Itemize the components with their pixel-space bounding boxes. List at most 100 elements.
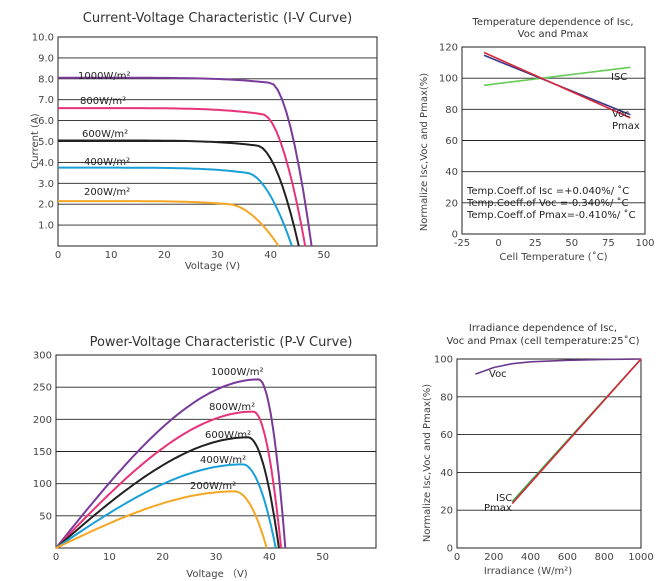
temperature-chart: Temperature dependence of Isc,Voc and Pm… [419,17,655,263]
pv-series-label: 400W/m² [200,455,246,466]
iv-x-tick: 50 [317,250,330,261]
pv-y-tick: 50 [39,511,52,522]
irr-y-label: Normalize Isc,Voc and Pmax(%) [422,384,433,542]
iv-series-line [58,200,280,247]
temp-plot-frame [461,46,646,235]
irr-x-tick: 400 [521,552,540,563]
temp-y-tick: 40 [445,167,458,178]
irr-x-tick: 0 [454,552,460,563]
irr-x-tick: 200 [484,552,503,563]
pv-chart: Power-Voltage Characteristic (P-V Curve)… [33,335,377,580]
iv-series-line [58,139,300,247]
temp-y-tick: 20 [445,198,458,209]
pv-x-tick: 50 [316,552,329,563]
pv-series-line [55,378,287,549]
irr-series-label: Voc [489,369,507,380]
temp-x-tick: 0 [495,238,501,249]
temp-x-label: Cell Temperature (˚C) [499,251,607,263]
irr-y-tick: 40 [440,468,453,479]
pv-x-tick: 40 [263,552,276,563]
pv-title: Power-Voltage Characteristic (P-V Curve) [90,335,353,350]
temp-series-label: ISC [611,72,627,83]
iv-x-tick: 30 [211,250,224,261]
pv-x-label: Voltage （V) [186,568,248,580]
irr-series-line [475,358,642,375]
iv-y-tick: 1.0 [38,221,54,232]
iv-x-tick: 40 [264,250,277,261]
pv-y-tick: 200 [33,415,52,426]
iv-x-tick: 0 [55,250,61,261]
iv-x-tick: 10 [105,250,118,261]
irr-y-tick: 0 [447,544,453,555]
pv-y-tick: 150 [33,447,52,458]
iv-series-label: 400W/m² [84,157,130,168]
iv-series-line [58,76,313,247]
iv-chart: Current-Voltage Characteristic (I-V Curv… [30,11,378,272]
temp-series-line [483,66,631,87]
irr-series-label: Pmax [484,503,512,514]
pv-series-label: 600W/m² [205,430,251,441]
temp-y-tick: 0 [452,230,458,241]
temp-coefficient-note: Temp.Coeff.of Pmax=-0.410%/ ˚C [466,209,635,221]
temp-series-label: Voc [612,109,630,120]
iv-series-label: 800W/m² [80,96,126,107]
temp-x-tick: 100 [635,238,654,249]
irr-x-label: Irradiance (W/m²) [484,566,572,577]
temp-coefficient-note: Temp.Coeff.of Isc =+0.040%/ ˚C [466,185,629,197]
irr-x-tick: 1000 [628,552,653,563]
irr-title: Irradiance dependence of Isc, [469,323,617,334]
temp-x-tick: 50 [565,238,578,249]
iv-series-line [58,166,293,247]
pv-x-tick: 10 [103,552,116,563]
pv-x-tick: 0 [53,552,59,563]
irr-x-tick: 800 [595,552,614,563]
pv-x-tick: 20 [156,552,169,563]
iv-series-label: 1000W/m² [78,71,130,82]
iv-x-tick: 20 [158,250,171,261]
iv-y-tick: 9.0 [38,53,54,64]
pv-y-tick: 250 [33,383,52,394]
pv-series-line [55,463,277,549]
temp-y-tick: 80 [445,105,458,116]
iv-y-tick: 10.0 [32,33,54,44]
iv-y-label: Current (A) [30,113,41,168]
temp-x-tick: 25 [529,238,542,249]
iv-series-line [58,107,307,247]
iv-x-label: Voltage (V) [185,261,240,272]
pv-y-tick: 300 [33,351,52,362]
pv-series-line [55,436,280,549]
irr-plot-frame [456,358,642,549]
pv-y-tick: 100 [33,479,52,490]
temp-y-tick: 100 [439,74,458,85]
irr-title-line2: Voc and Pmax (cell temperature:25˚C) [447,335,640,347]
pv-series-line [55,490,268,549]
pv-series-label: 800W/m² [209,402,255,413]
temp-series-label: Pmax [612,121,640,132]
iv-y-tick: 8.0 [38,74,54,85]
iv-y-tick: 3.0 [38,179,54,190]
iv-series-label: 600W/m² [82,129,128,140]
irr-y-tick: 60 [440,430,453,441]
pv-x-tick: 30 [210,552,223,563]
irr-series-line [511,358,642,505]
temp-x-tick: -25 [454,238,470,249]
irradiance-chart: Irradiance dependence of Isc,Voc and Pma… [422,323,654,577]
temp-title-line2: Voc and Pmax [518,29,589,40]
iv-y-tick: 5.0 [38,137,54,148]
pv-series-line [55,410,283,549]
irr-y-tick: 100 [434,355,453,366]
temp-y-tick: 60 [445,136,458,147]
iv-y-tick: 6.0 [38,116,54,127]
temp-series-line [483,51,631,119]
irr-series-label: ISC [496,493,512,504]
iv-y-tick: 2.0 [38,200,54,211]
pv-series-label: 200W/m² [190,481,236,492]
iv-series-label: 200W/m² [84,187,130,198]
irr-y-tick: 20 [440,506,453,517]
pv-series-label: 1000W/m² [211,367,263,378]
temp-y-tick: 120 [439,43,458,54]
temp-title: Temperature dependence of Isc, [471,17,633,28]
irr-y-tick: 80 [440,392,453,403]
irr-x-tick: 600 [558,552,577,563]
